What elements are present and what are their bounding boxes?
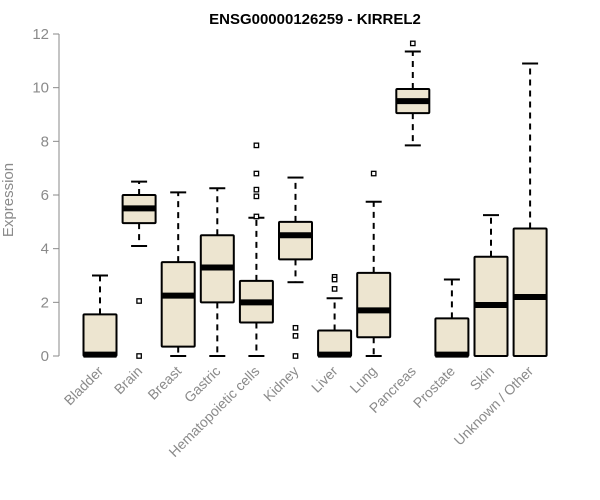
iqr-box — [356, 271, 392, 339]
y-tick-label: 4 — [41, 241, 49, 258]
box-breast — [160, 191, 196, 357]
box-hematopoietic-cells — [238, 142, 274, 357]
iqr-box — [278, 220, 313, 261]
box-kidney — [278, 176, 313, 359]
x-tick-label: Skin — [467, 363, 498, 394]
boxes — [82, 40, 548, 359]
y-tick-label: 0 — [41, 348, 49, 365]
iqr-box — [512, 227, 548, 358]
iqr-box — [160, 261, 196, 348]
y-tick-label: 12 — [32, 26, 49, 43]
outlier-point — [331, 276, 338, 283]
outlier-point — [370, 170, 377, 177]
y-tick-label: 2 — [41, 294, 49, 311]
iqr-box — [434, 317, 470, 357]
chart-title: ENSG00000126259 - KIRREL2 — [209, 11, 421, 28]
box-lung — [356, 170, 392, 357]
box-pancreas — [395, 40, 431, 147]
box-bladder — [82, 274, 118, 358]
outlier-point — [136, 298, 142, 304]
outlier-point — [292, 324, 299, 331]
outlier-point — [253, 142, 260, 149]
box-prostate — [434, 278, 470, 358]
outlier-point — [253, 213, 260, 220]
outlier-point — [136, 353, 142, 359]
x-tick-label: Brain — [111, 363, 145, 397]
y-tick-label: 8 — [41, 133, 49, 150]
box-unknown-other — [512, 62, 548, 358]
box-skin — [473, 214, 509, 358]
outlier-point — [292, 353, 299, 359]
outlier-point — [331, 286, 338, 292]
box-brain — [121, 180, 157, 359]
x-tick-label: Bladder — [61, 363, 107, 409]
iqr-box — [82, 313, 118, 357]
outlier-point — [253, 170, 260, 177]
x-tick-label: Kidney — [260, 363, 302, 405]
x-tick-label: Liver — [308, 363, 341, 396]
y-axis-label: Expression — [0, 163, 17, 237]
y-tick-label: 6 — [41, 187, 49, 204]
x-tick-label: Breast — [144, 363, 184, 403]
y-axis: 0 2 4 6 8 10 12 — [32, 26, 60, 365]
box-gastric — [199, 187, 235, 357]
box-liver — [317, 273, 353, 358]
outlier-point — [292, 333, 299, 339]
y-tick-label: 10 — [32, 80, 49, 97]
x-tick-label: Prostate — [410, 363, 458, 411]
outlier-point — [409, 40, 416, 47]
x-tick-label: Lung — [346, 363, 379, 396]
outlier-point — [253, 193, 260, 200]
outlier-point — [253, 186, 260, 193]
